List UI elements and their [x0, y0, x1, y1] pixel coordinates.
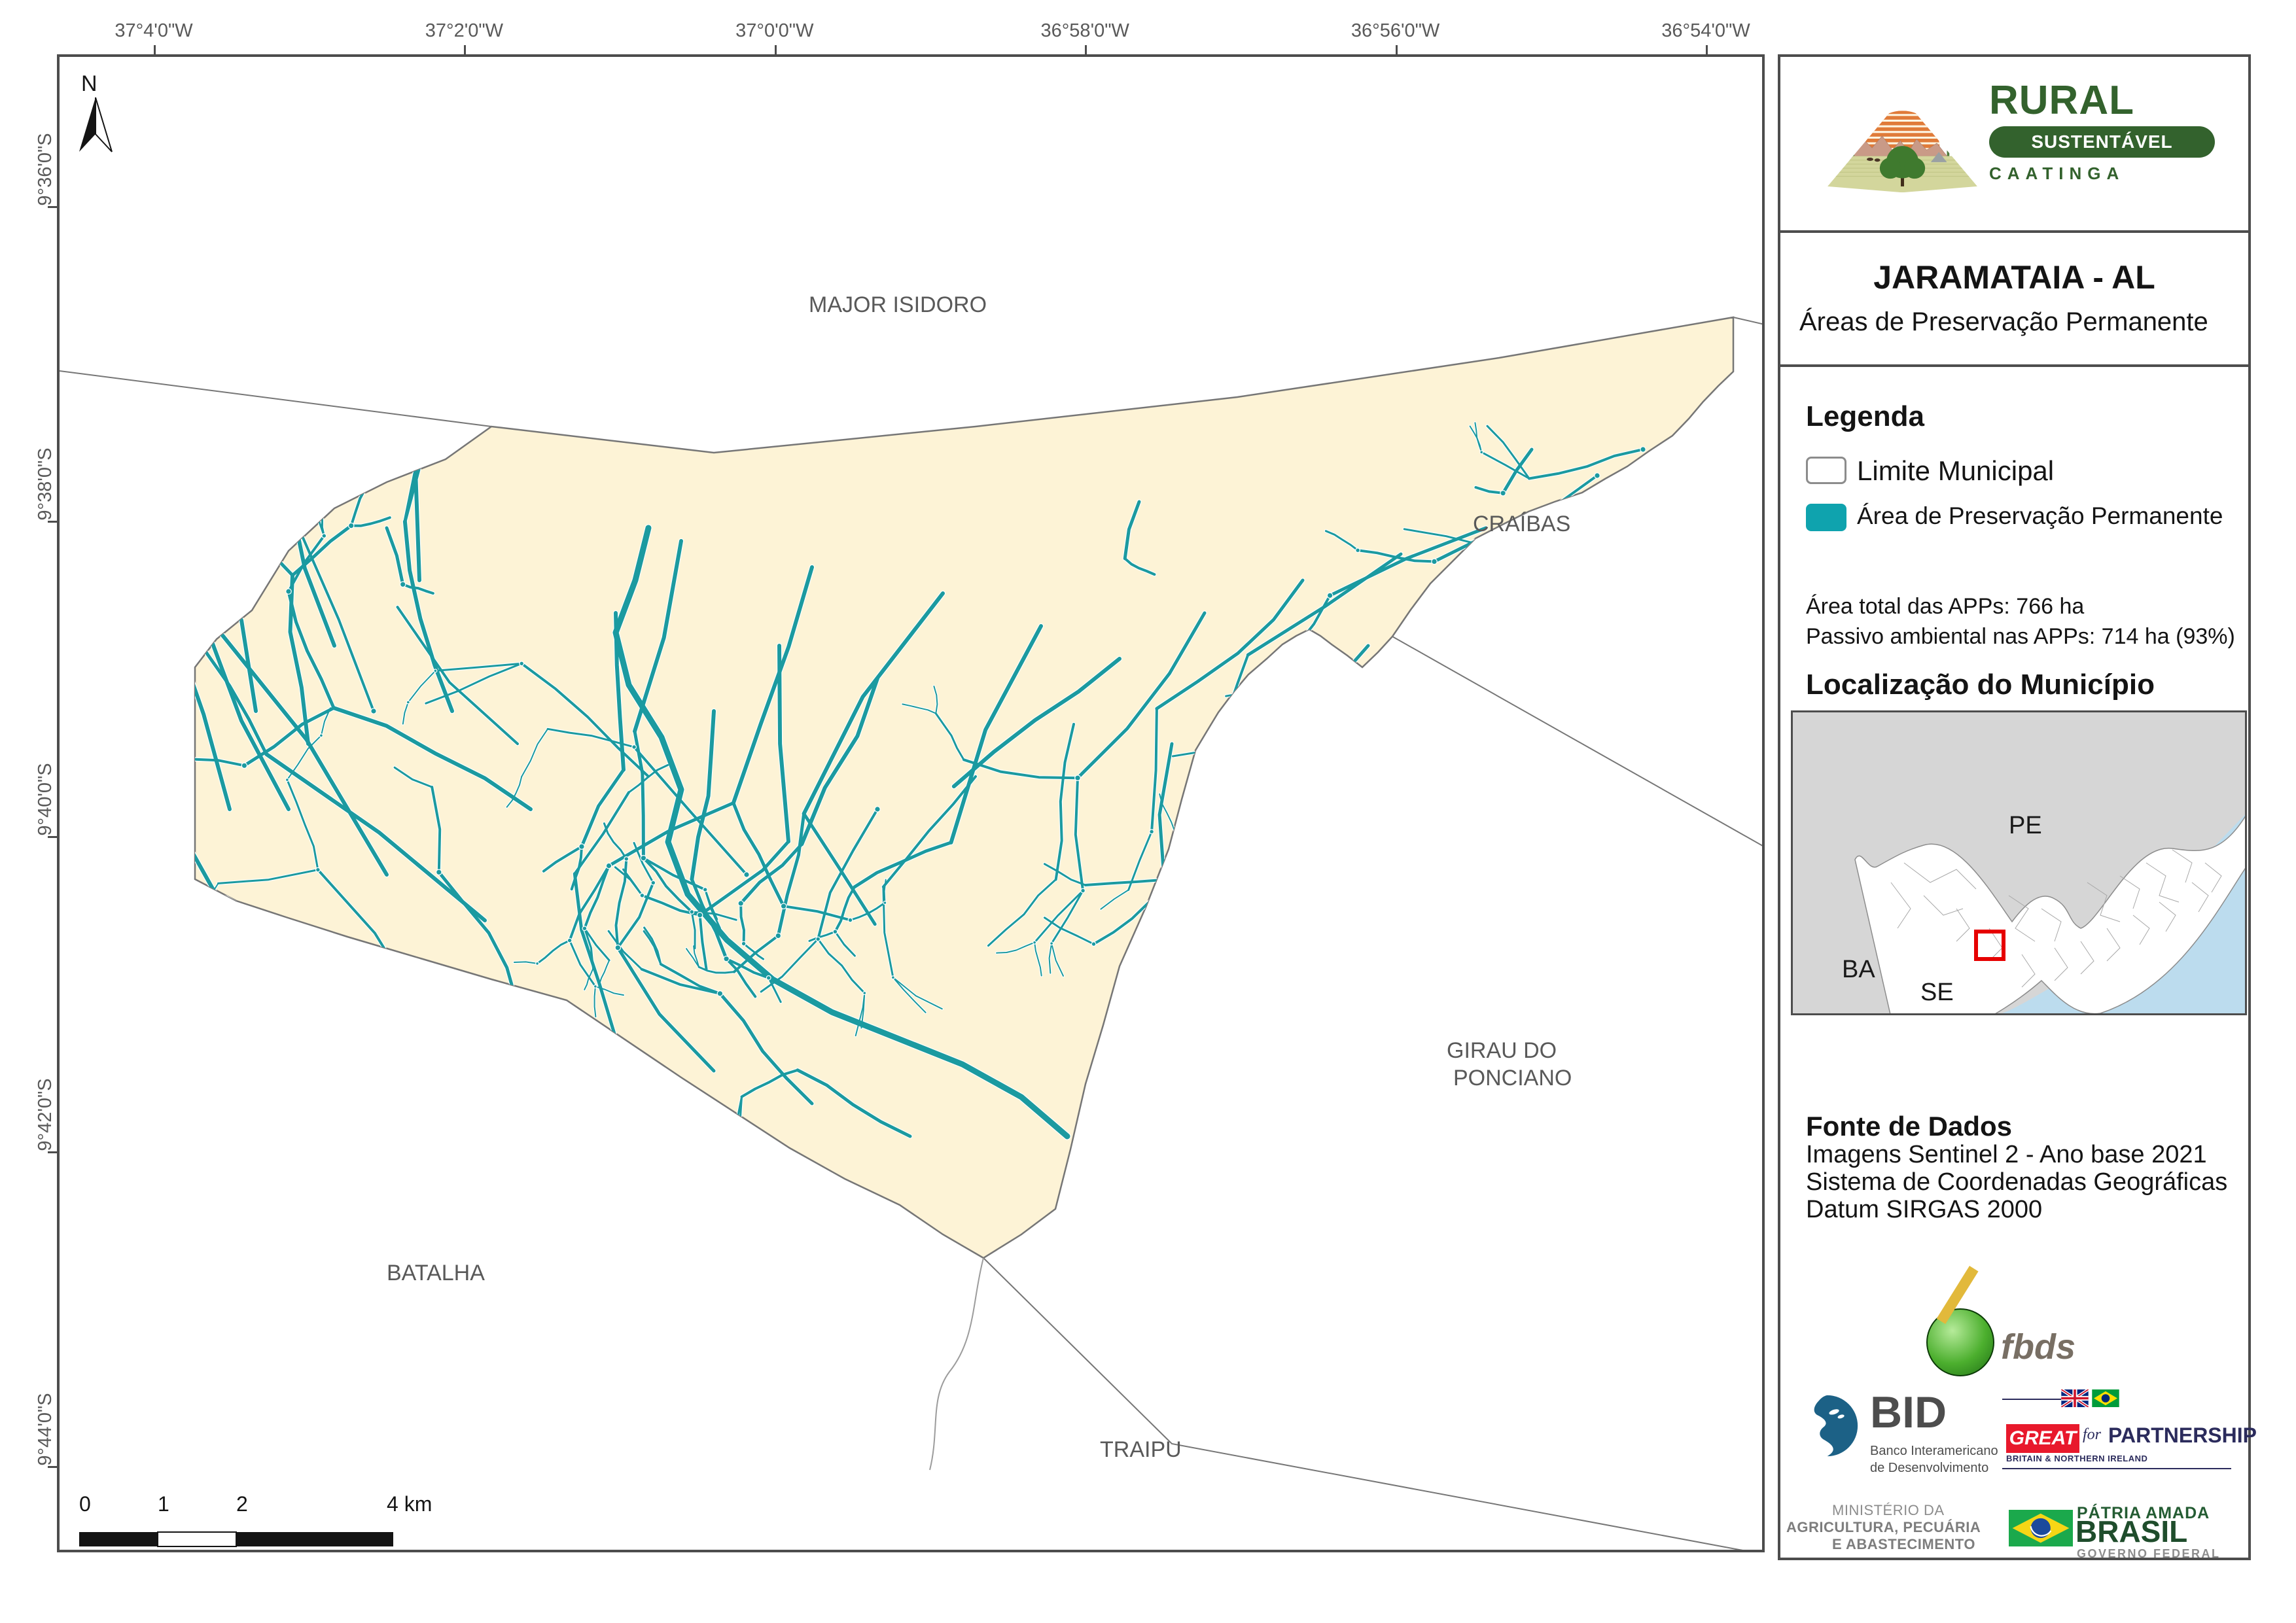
svg-text:MAJOR ISIDORO: MAJOR ISIDORO [809, 292, 987, 317]
svg-text:4 km: 4 km [387, 1492, 432, 1516]
svg-text:TRAIPU: TRAIPU [1100, 1437, 1182, 1462]
svg-text:2: 2 [236, 1492, 248, 1516]
svg-text:SE: SE [1920, 979, 1954, 1006]
svg-text:N: N [81, 71, 97, 96]
svg-text:1: 1 [158, 1492, 169, 1516]
svg-text:BATALHA: BATALHA [387, 1261, 485, 1285]
svg-text:0: 0 [79, 1492, 91, 1516]
svg-text:PONCIANO: PONCIANO [1453, 1066, 1572, 1091]
svg-text:PE: PE [2009, 812, 2042, 839]
svg-text:GIRAU DO: GIRAU DO [1447, 1038, 1557, 1063]
svg-text:CRAÍBAS: CRAÍBAS [1473, 512, 1570, 536]
svg-text:BA: BA [1842, 956, 1875, 983]
